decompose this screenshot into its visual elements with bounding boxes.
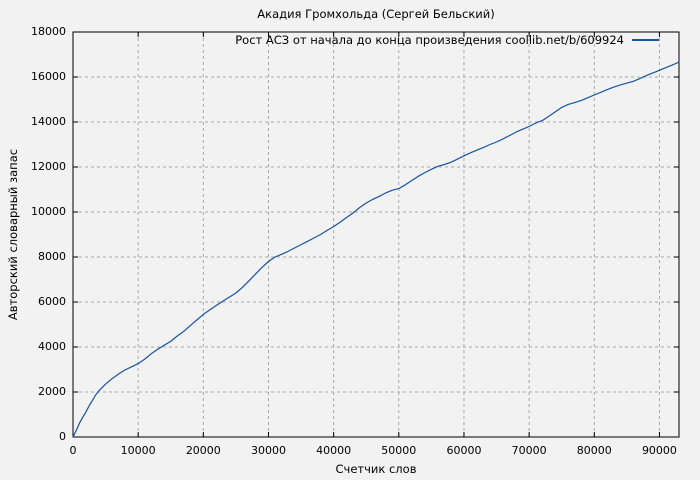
x-tick-label: 30000: [250, 444, 286, 457]
y-tick-label: 10000: [31, 205, 66, 218]
x-tick-label: 40000: [316, 444, 352, 457]
y-tick-label: 16000: [31, 70, 66, 83]
y-tick-label: 8000: [38, 250, 66, 263]
x-tick-label: 80000: [576, 444, 612, 457]
chart-title: Акадия Громхольда (Сергей Бельский): [257, 7, 495, 21]
x-tick-label: 50000: [381, 444, 417, 457]
data-line: [72, 61, 680, 438]
y-tick-label: 18000: [31, 25, 66, 38]
y-tick-label: 14000: [31, 115, 66, 128]
y-axis-label: Авторский словарный запас: [6, 148, 20, 321]
plot-frame: [72, 31, 680, 438]
y-tick-label: 12000: [31, 160, 66, 173]
y-tick-label: 6000: [38, 295, 66, 308]
x-tick-label: 60000: [446, 444, 482, 457]
legend: Рост АСЗ от начала до конца произведения…: [235, 33, 659, 47]
x-tick-label: 90000: [641, 444, 677, 457]
x-tick-label: 0: [69, 444, 77, 457]
legend-label: Рост АСЗ от начала до конца произведения…: [235, 33, 624, 47]
x-tick-label: 20000: [185, 444, 221, 457]
y-tick-label: 4000: [38, 340, 66, 353]
legend-line-sample: [632, 39, 659, 41]
x-tick-label: 70000: [511, 444, 547, 457]
x-tick-label: 10000: [120, 444, 156, 457]
y-tick-label: 2000: [38, 385, 66, 398]
y-tick-label: 0: [59, 430, 66, 443]
x-axis-label: Счетчик слов: [335, 462, 417, 476]
